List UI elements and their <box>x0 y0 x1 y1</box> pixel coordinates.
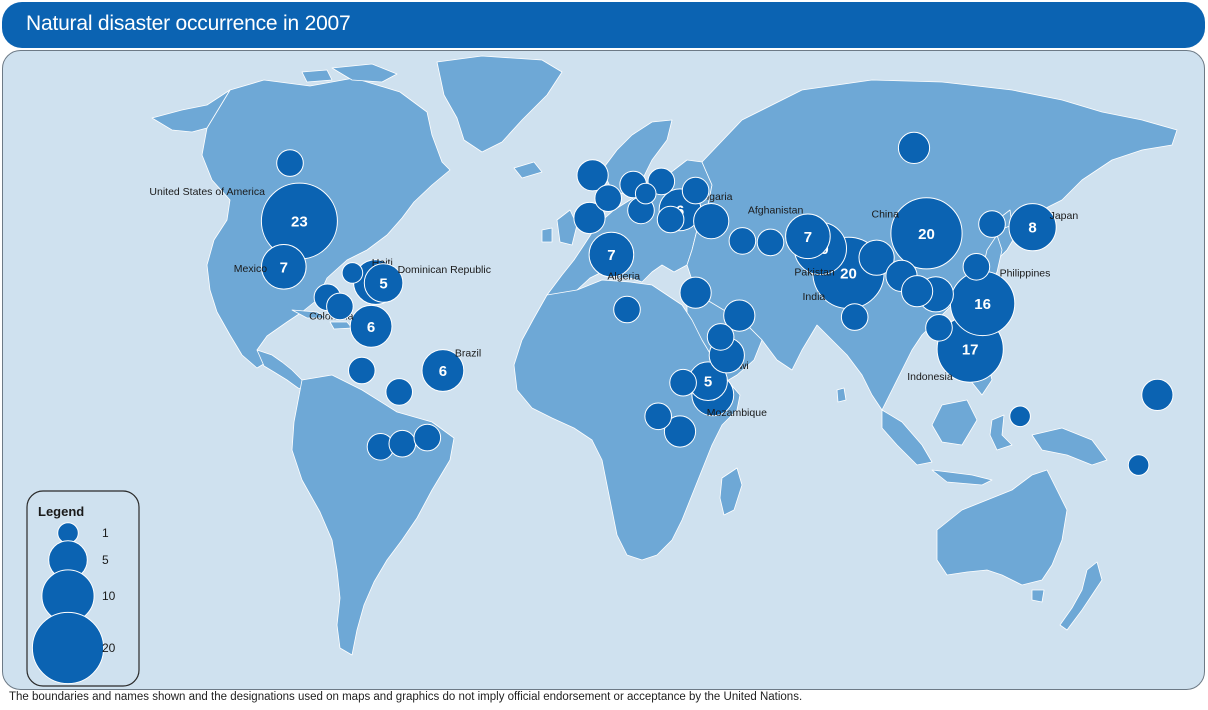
country-label-united-states-of-america: United States of America <box>149 186 265 198</box>
landmass-borneo <box>931 399 978 446</box>
country-label-china: China <box>872 208 900 220</box>
bubble-value-india: 20 <box>840 265 857 282</box>
landmass-madagascar <box>719 467 743 516</box>
bubble-unlabeled-17 <box>693 203 730 240</box>
bubble-unlabeled-30 <box>276 149 304 177</box>
bubble-japan <box>1008 203 1057 252</box>
landmass-scandinavia <box>601 119 673 196</box>
disclaimer-footer: The boundaries and names shown and the d… <box>9 691 803 703</box>
bubble-unlabeled-21 <box>897 131 931 165</box>
landmass-australia <box>936 469 1068 586</box>
bubble-unlabeled-39 <box>706 323 735 351</box>
legend-label-20: 20 <box>102 641 116 655</box>
bubble-brazil <box>421 349 465 392</box>
bubble-unlabeled-25 <box>723 299 756 332</box>
bubble-unlabeled-31 <box>594 184 623 212</box>
landmass-cuba <box>291 309 328 319</box>
bubble-unlabeled-55 <box>341 262 364 284</box>
bubble-unlabeled-57 <box>1127 454 1150 476</box>
bubble-value-malawi: 5 <box>704 374 712 391</box>
country-label-dominican-republic: Dominican Republic <box>398 264 491 276</box>
bubble-unlabeled-40 <box>669 368 697 397</box>
landmass-alaska <box>151 89 231 133</box>
bubble-dominican-republic <box>363 263 404 303</box>
bubble-value-indonesia: 17 <box>962 342 979 359</box>
landmass-sulawesi <box>989 414 1013 451</box>
bubble-unlabeled-28 <box>901 275 934 308</box>
bubble-value-brazil: 6 <box>439 363 447 380</box>
bubble-value-algeria: 7 <box>607 247 615 264</box>
bubble-unlabeled-48 <box>348 356 376 385</box>
bubble-unlabeled-42 <box>613 295 641 324</box>
landmass-iceland <box>513 161 543 179</box>
bubble-value-dominican-republic: 5 <box>379 276 387 293</box>
bubble-value-mexico: 7 <box>280 259 288 276</box>
bubble-unlabeled-24 <box>679 276 712 309</box>
disaster-bubbles: 23 United States of America 20 India 20 China… <box>149 131 1174 476</box>
bubble-unlabeled-53 <box>326 292 354 321</box>
bubble-mexico <box>261 244 307 290</box>
legend-label-5: 5 <box>102 553 109 567</box>
bubble-colombia <box>349 304 393 348</box>
bubble-china <box>890 197 963 270</box>
country-label-philippines: Philippines <box>1000 267 1051 279</box>
bubble-unlabeled-23 <box>573 201 606 235</box>
legend-bubble-20 <box>31 611 105 685</box>
legend-label-10: 10 <box>102 589 116 603</box>
bubble-unlabeled-35 <box>656 205 685 234</box>
bubble-unlabeled-47 <box>385 378 414 406</box>
country-label-japan: Japan <box>1050 210 1079 222</box>
landmass-sumatra <box>881 409 933 466</box>
bubble-afghanistan <box>785 213 831 260</box>
bubble-algeria <box>588 231 635 278</box>
landmass-british-isles <box>541 209 578 246</box>
bubble-unlabeled-36 <box>681 176 710 205</box>
bubble-value-philippines: 16 <box>974 296 991 313</box>
landmass-greenland <box>436 55 563 153</box>
bubble-unlabeled-43 <box>840 303 869 331</box>
bubble-value-colombia: 6 <box>367 319 375 336</box>
landmass-new-zealand <box>1059 561 1103 631</box>
bubble-value-japan: 8 <box>1028 220 1036 237</box>
country-label-mexico: Mexico <box>234 263 267 275</box>
bubble-unlabeled-22 <box>576 159 609 192</box>
bubble-unlabeled-29 <box>1141 378 1174 411</box>
bubble-value-china: 20 <box>918 226 935 243</box>
legend-label-1: 1 <box>102 526 109 540</box>
bubble-value-united-states-of-america: 23 <box>291 214 308 231</box>
bubble-unlabeled-20 <box>858 239 895 276</box>
bubble-unlabeled-46 <box>925 314 953 342</box>
bubble-unlabeled-56 <box>1009 405 1031 428</box>
legend-title: Legend <box>38 504 84 519</box>
title-bar: Natural disaster occurrence in 2007 <box>2 2 1205 48</box>
country-label-algeria: Algeria <box>607 271 640 283</box>
bubble-unlabeled-51 <box>413 423 442 452</box>
landmass-arctic-islands <box>301 63 398 83</box>
bubble-unlabeled-26 <box>663 415 697 448</box>
bubble-unlabeled-50 <box>388 429 417 458</box>
bubble-unlabeled-37 <box>728 227 757 255</box>
country-label-afghanistan: Afghanistan <box>748 204 804 216</box>
landmass-new-guinea <box>1031 427 1108 466</box>
legend-items: 1 5 10 20 <box>31 522 116 685</box>
country-label-brazil: Brazil <box>455 348 481 360</box>
bubble-unlabeled-38 <box>756 228 785 257</box>
landmass-java <box>931 469 993 486</box>
bubble-unlabeled-44 <box>978 210 1006 238</box>
landmass-africa <box>513 279 741 561</box>
bubble-value-afghanistan: 7 <box>804 229 812 246</box>
world-map: 23 United States of America 20 India 20 China… <box>2 50 1205 690</box>
landmass-tasmania <box>1031 589 1045 603</box>
map-title: Natural disaster occurrence in 2007 <box>26 12 351 35</box>
country-label-india: India <box>803 291 826 303</box>
country-label-mozambique: Mozambique <box>707 407 767 419</box>
landmass-sri-lanka <box>836 387 847 403</box>
country-label-indonesia: Indonesia <box>907 371 953 383</box>
country-label-pakistan: Pakistan <box>794 267 834 279</box>
bubble-unlabeled-41 <box>644 402 673 431</box>
legend: Legend 1 5 10 20 <box>26 490 140 687</box>
bubble-unlabeled-45 <box>962 253 991 281</box>
map-frame: 23 United States of America 20 India 20 China… <box>2 50 1205 690</box>
bubble-unlabeled-54 <box>634 182 657 205</box>
